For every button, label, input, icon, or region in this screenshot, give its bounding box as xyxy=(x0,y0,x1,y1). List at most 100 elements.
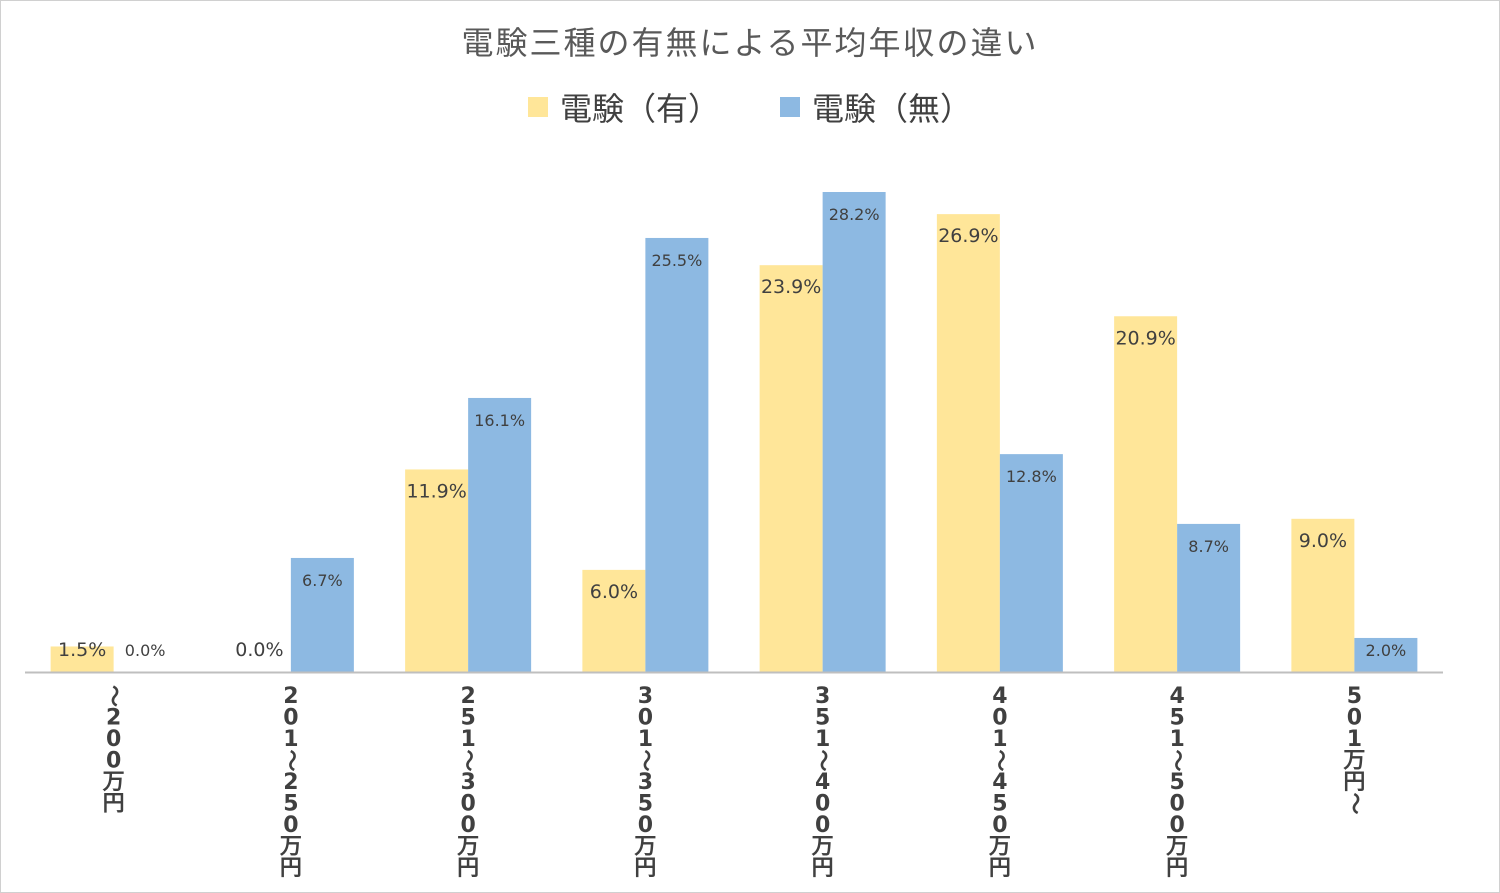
legend-swatch-series-1 xyxy=(527,97,548,117)
data-label-2-1: 6.7% xyxy=(302,571,343,590)
category-char: ～ xyxy=(278,749,303,771)
data-label-2-7: 2.0% xyxy=(1366,641,1407,660)
category-char: 円 xyxy=(1343,770,1365,795)
category-char: 2 xyxy=(283,770,298,795)
category-char: 2 xyxy=(460,684,475,709)
category-char: ～ xyxy=(632,749,657,771)
bar-1-2 xyxy=(405,469,469,672)
category-char: 円 xyxy=(457,856,479,881)
category-char: ～ xyxy=(810,749,835,771)
category-char: 0 xyxy=(1347,706,1362,731)
data-label-2-6: 8.7% xyxy=(1188,537,1229,556)
data-label-2-4: 28.2% xyxy=(829,205,880,224)
data-label-1-5: 26.9% xyxy=(938,225,998,247)
category-char: 4 xyxy=(992,770,1007,795)
category-char: 万 xyxy=(988,835,1011,860)
bar-2-4 xyxy=(822,192,886,672)
category-char: 0 xyxy=(638,706,653,731)
bar-2-1 xyxy=(290,557,354,672)
category-char: 0 xyxy=(460,792,475,817)
legend-item-series-1: 電験（有） xyxy=(527,84,720,130)
category-char: 0 xyxy=(1169,813,1184,838)
bar-2-3 xyxy=(645,237,709,672)
legend-label-series-2: 電験（無） xyxy=(812,90,973,128)
category-char: 1 xyxy=(1169,727,1184,752)
bar-1-4 xyxy=(759,265,823,672)
category-char: 3 xyxy=(638,770,653,795)
category-char: 1 xyxy=(460,727,475,752)
chart-title: 電験三種の有無による平均年収の違い xyxy=(461,24,1039,62)
legend-label-series-1: 電験（有） xyxy=(559,90,720,128)
category-char: 0 xyxy=(992,813,1007,838)
category-char: 1 xyxy=(815,727,830,752)
category-char: ～ xyxy=(987,749,1012,771)
category-char: ～ xyxy=(455,749,480,771)
bar-1-5 xyxy=(936,214,1000,672)
category-char: 4 xyxy=(815,770,830,795)
bar-1-6 xyxy=(1114,316,1178,672)
category-char: 円 xyxy=(812,856,834,881)
category-char: 4 xyxy=(1169,684,1184,709)
data-label-1-1: 0.0% xyxy=(235,639,283,661)
category-char: 5 xyxy=(992,792,1007,817)
category-char: 0 xyxy=(283,813,298,838)
chart-legend: 電験（有） 電験（無） xyxy=(0,84,1500,130)
category-char: 1 xyxy=(638,727,653,752)
data-label-2-0: 0.0% xyxy=(125,641,166,660)
data-label-1-7: 9.0% xyxy=(1299,530,1347,552)
category-char: ～ xyxy=(101,685,126,707)
data-label-2-5: 12.8% xyxy=(1006,467,1057,486)
data-label-1-4: 23.9% xyxy=(761,276,821,298)
category-char: 1 xyxy=(1347,727,1362,752)
category-char: 円 xyxy=(280,856,302,881)
bar-1-0 xyxy=(50,646,114,672)
data-label-2-3: 25.5% xyxy=(651,251,702,270)
category-char: 3 xyxy=(460,770,475,795)
category-char: 0 xyxy=(638,813,653,838)
data-label-2-2: 16.1% xyxy=(474,411,525,430)
category-char: 0 xyxy=(815,813,830,838)
category-char: 0 xyxy=(815,792,830,817)
category-char: 円 xyxy=(989,856,1011,881)
category-char: 5 xyxy=(1169,770,1184,795)
bar-2-7 xyxy=(1354,637,1418,672)
data-label-1-6: 20.9% xyxy=(1115,327,1175,349)
category-char: 5 xyxy=(638,792,653,817)
category-char: 万 xyxy=(1165,835,1188,860)
category-char: ～ xyxy=(1341,792,1366,814)
category-char: 万 xyxy=(456,835,479,860)
data-label-1-3: 6.0% xyxy=(590,581,638,603)
category-char: 5 xyxy=(283,792,298,817)
category-char: 円 xyxy=(103,792,125,817)
category-char: 0 xyxy=(460,813,475,838)
bar-2-2 xyxy=(468,397,532,672)
category-char: 1 xyxy=(283,727,298,752)
category-char: 0 xyxy=(1169,792,1184,817)
legend-swatch-series-2 xyxy=(780,97,800,117)
category-char: 円 xyxy=(634,856,656,881)
category-char: 5 xyxy=(1347,684,1362,709)
category-char: 2 xyxy=(106,706,121,731)
category-char: 0 xyxy=(992,706,1007,731)
legend-item-series-2: 電験（無） xyxy=(780,84,972,130)
data-label-1-2: 11.9% xyxy=(406,480,466,502)
category-char: 0 xyxy=(106,727,121,752)
category-char: 5 xyxy=(815,706,830,731)
category-char: 1 xyxy=(992,727,1007,752)
bar-2-6 xyxy=(1177,523,1241,672)
data-label-1-0: 1.5% xyxy=(58,639,106,661)
category-char: 万 xyxy=(633,835,656,860)
category-char: 5 xyxy=(1169,706,1184,731)
category-char: 3 xyxy=(815,684,830,709)
bar-1-3 xyxy=(582,569,646,672)
category-char: 2 xyxy=(283,684,298,709)
category-char: 0 xyxy=(283,706,298,731)
category-char: 万 xyxy=(279,835,302,860)
category-char: 万 xyxy=(811,835,834,860)
category-char: 万 xyxy=(1342,749,1365,774)
